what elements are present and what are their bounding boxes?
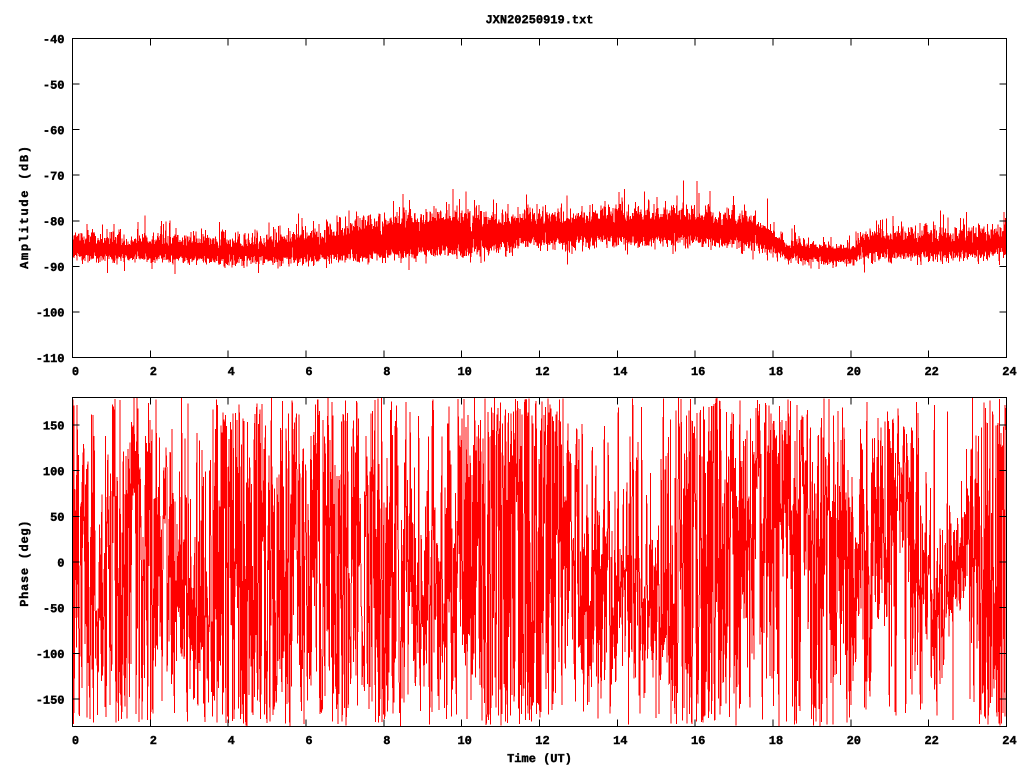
svg-text:-80: -80 xyxy=(43,215,65,229)
svg-text:8: 8 xyxy=(383,365,390,379)
svg-text:-150: -150 xyxy=(36,694,65,708)
svg-text:JXN20250919.txt: JXN20250919.txt xyxy=(485,13,593,27)
svg-text:-60: -60 xyxy=(43,124,65,138)
svg-text:4: 4 xyxy=(228,734,235,748)
svg-text:6: 6 xyxy=(305,365,312,379)
svg-text:4: 4 xyxy=(228,365,235,379)
svg-text:-50: -50 xyxy=(43,79,65,93)
svg-text:12: 12 xyxy=(535,734,549,748)
svg-text:14: 14 xyxy=(613,365,627,379)
svg-text:6: 6 xyxy=(305,734,312,748)
svg-text:22: 22 xyxy=(924,365,938,379)
svg-text:16: 16 xyxy=(691,734,705,748)
svg-text:Amplitude (dB): Amplitude (dB) xyxy=(18,144,32,269)
svg-text:100: 100 xyxy=(43,465,65,479)
svg-text:Time (UT): Time (UT) xyxy=(507,752,572,766)
svg-text:8: 8 xyxy=(383,734,390,748)
svg-text:-90: -90 xyxy=(43,261,65,275)
svg-text:10: 10 xyxy=(457,365,471,379)
svg-text:2: 2 xyxy=(150,365,157,379)
svg-text:24: 24 xyxy=(1002,365,1016,379)
svg-text:0: 0 xyxy=(72,365,79,379)
svg-text:0: 0 xyxy=(57,556,64,570)
svg-text:12: 12 xyxy=(535,365,549,379)
svg-text:150: 150 xyxy=(43,419,65,433)
svg-text:10: 10 xyxy=(457,734,471,748)
svg-text:2: 2 xyxy=(150,734,157,748)
svg-text:50: 50 xyxy=(50,511,64,525)
svg-text:-110: -110 xyxy=(36,352,65,366)
svg-text:-50: -50 xyxy=(43,602,65,616)
svg-text:-100: -100 xyxy=(36,306,65,320)
svg-text:-70: -70 xyxy=(43,170,65,184)
svg-text:Phase (deg): Phase (deg) xyxy=(18,520,32,607)
svg-text:20: 20 xyxy=(847,365,861,379)
svg-text:18: 18 xyxy=(769,365,783,379)
svg-text:16: 16 xyxy=(691,365,705,379)
svg-text:-100: -100 xyxy=(36,648,65,662)
svg-text:20: 20 xyxy=(847,734,861,748)
svg-text:14: 14 xyxy=(613,734,627,748)
svg-text:-40: -40 xyxy=(43,33,65,47)
svg-text:24: 24 xyxy=(1002,734,1016,748)
svg-text:0: 0 xyxy=(72,734,79,748)
svg-text:22: 22 xyxy=(924,734,938,748)
svg-text:18: 18 xyxy=(769,734,783,748)
